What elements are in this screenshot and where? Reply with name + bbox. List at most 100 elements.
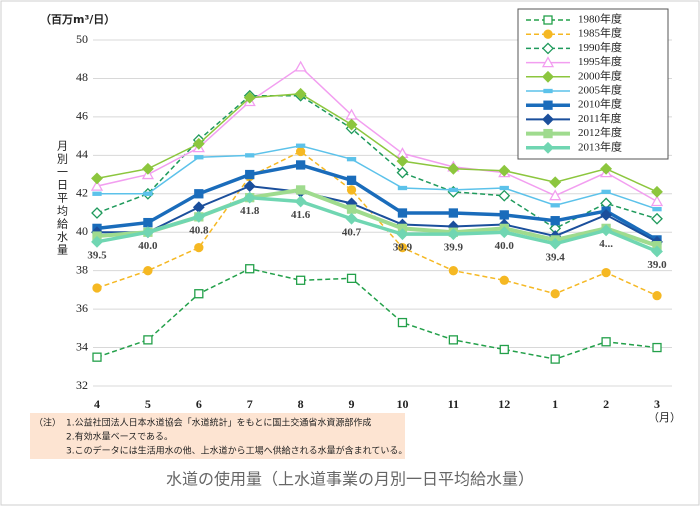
data-point (397, 208, 408, 218)
legend-marker (541, 56, 555, 68)
chart-title: 水道の使用量（上水道事業の月別一日平均給水量） (166, 470, 534, 489)
data-point (600, 224, 613, 237)
data-label: 40.8 (189, 224, 209, 236)
legend-label: 2000年度 (578, 68, 622, 82)
data-point (346, 185, 357, 195)
data-point (346, 175, 357, 185)
data-point (448, 266, 459, 276)
data-point (397, 185, 408, 191)
series-line (96, 267, 658, 360)
y-tick-label: 44 (76, 147, 88, 161)
data-point (91, 172, 103, 185)
x-tick-label: 7 (247, 397, 253, 411)
data-point (651, 245, 663, 258)
data-point (245, 264, 255, 274)
x-tick-label: 2 (603, 397, 609, 411)
legend-marker (542, 141, 554, 154)
legend-marker (542, 70, 554, 83)
data-point (295, 160, 306, 170)
data-label: 39.5 (87, 249, 107, 261)
data-point (651, 212, 663, 225)
x-tick-label: 8 (298, 397, 304, 411)
data-label: 40.0 (138, 240, 158, 252)
data-point (396, 228, 409, 241)
data-label: 40.0 (495, 240, 515, 252)
note-line: 1.公益社団法人日本水道協会「水道統計」をもとに国土交通省水資源部作成 (66, 417, 371, 429)
data-point (498, 226, 511, 239)
series-line (96, 163, 658, 242)
data-point (295, 146, 306, 157)
data-point (652, 207, 662, 212)
data-point (397, 317, 408, 328)
data-point (92, 191, 102, 196)
data-label: 39.9 (393, 242, 413, 254)
data-point (397, 242, 408, 253)
legend-marker (543, 15, 553, 25)
data-point (245, 169, 255, 180)
legend-marker (542, 42, 554, 55)
x-tick-label: 12 (498, 397, 510, 411)
y-tick-label: 46 (76, 109, 88, 123)
data-point (345, 212, 358, 225)
data-point (243, 91, 256, 104)
data-point (448, 187, 459, 193)
data-point (294, 60, 307, 72)
note-line: 2.有効水量ベースである。 (66, 431, 173, 443)
x-tick-label: 4 (94, 397, 100, 411)
x-tick-label: 10 (396, 397, 408, 411)
legend-label: 2010年度 (578, 97, 622, 111)
data-label: 41.6 (291, 209, 311, 221)
data-point (295, 185, 306, 195)
legend-label: 2005年度 (578, 83, 622, 97)
data-point (550, 354, 560, 364)
y-tick-label: 32 (76, 378, 88, 392)
data-point (600, 209, 613, 221)
data-point (294, 87, 307, 100)
series-line (96, 94, 658, 230)
data-label: 39.9 (444, 242, 464, 254)
data-point (549, 176, 562, 189)
data-point (549, 189, 562, 201)
data-point (601, 267, 611, 278)
data-point (498, 164, 511, 177)
legend-marker (543, 29, 553, 39)
y-unit: （百万m³/日） (40, 13, 115, 26)
x-tick-label: 6 (196, 397, 202, 411)
data-point (243, 180, 256, 193)
data-label: 39.4 (546, 251, 566, 263)
data-point (194, 242, 204, 253)
data-point (448, 335, 459, 345)
note-prefix: （注） (34, 417, 61, 429)
data-label: 41.8 (240, 205, 260, 217)
y-tick-label: 36 (76, 301, 88, 315)
series-line (96, 65, 658, 203)
data-point (550, 289, 560, 299)
data-point (499, 344, 509, 355)
data-point (194, 289, 204, 299)
note-box (30, 413, 405, 459)
legend-label: 1980年度 (578, 12, 622, 26)
data-label: 4... (599, 238, 613, 250)
data-point (650, 195, 664, 207)
data-point (295, 275, 306, 285)
data-point (192, 210, 205, 223)
y-tick-label: 38 (76, 262, 88, 276)
data-point (447, 162, 460, 175)
data-point (601, 337, 611, 347)
x-tick-label: 5 (145, 397, 151, 411)
data-point (143, 335, 153, 345)
y-tick-label: 48 (76, 70, 88, 84)
data-point (652, 342, 662, 353)
data-point (143, 266, 153, 276)
x-tick-label: 9 (349, 397, 355, 411)
data-point (245, 153, 255, 158)
data-point (141, 162, 154, 175)
legend-marker (543, 100, 553, 110)
data-point (447, 228, 460, 241)
data-point (294, 195, 307, 208)
note-line: 3.このデータには生活用水の他、上水道から工場へ供給される水量が含まれている。 (66, 445, 407, 457)
data-point (92, 283, 102, 293)
data-label: 40.7 (342, 226, 362, 238)
y-tick-label: 40 (76, 224, 88, 238)
legend-marker (542, 113, 554, 126)
